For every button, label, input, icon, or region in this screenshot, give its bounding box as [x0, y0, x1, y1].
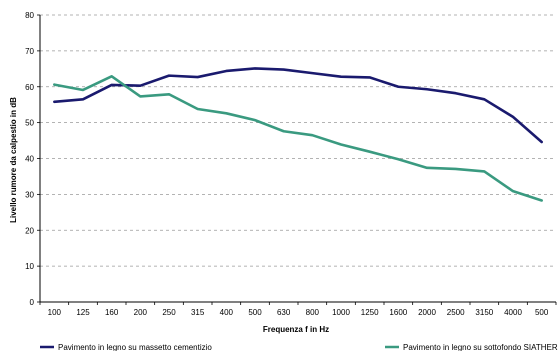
x-tick-label: 315 — [191, 308, 205, 317]
x-tick-label: 500 — [535, 308, 549, 317]
x-tick-label: 250 — [162, 308, 176, 317]
x-tick-label: 2500 — [447, 308, 465, 317]
legend: Pavimento in legno su massetto cementizi… — [40, 343, 558, 351]
x-tick-label: 125 — [76, 308, 90, 317]
x-axis-label: Frequenza f in Hz — [263, 325, 329, 334]
series-line-2 — [53, 75, 543, 202]
x-tick-label: 2000 — [418, 308, 436, 317]
x-tick-label: 100 — [48, 308, 62, 317]
y-tick-label: 0 — [30, 298, 35, 307]
x-tick-label: 630 — [277, 308, 291, 317]
y-tick-label: 50 — [25, 119, 34, 128]
x-tick-label: 160 — [105, 308, 119, 317]
x-tick-label: 1600 — [389, 308, 407, 317]
x-tick-label: 1000 — [332, 308, 350, 317]
x-tick-label: 500 — [248, 308, 262, 317]
legend-label-series-1: Pavimento in legno su massetto cementizi… — [58, 343, 212, 351]
series-lines — [53, 67, 543, 202]
y-tick-labels: 0 10 20 30 40 50 60 70 80 — [25, 11, 34, 307]
series-line-1 — [53, 67, 543, 144]
y-tick-label: 10 — [25, 262, 34, 271]
x-tick-label: 400 — [220, 308, 234, 317]
y-tick-label: 80 — [25, 11, 34, 20]
x-tick-label: 3150 — [475, 308, 493, 317]
x-tick-label: 4000 — [504, 308, 522, 317]
y-tick-label: 60 — [25, 83, 34, 92]
x-tick-label: 200 — [134, 308, 148, 317]
y-tick-label: 30 — [25, 190, 34, 199]
x-tick-label: 1250 — [361, 308, 379, 317]
y-axis-label: Livello rumore da calpestio in dB — [9, 97, 18, 223]
legend-item-series-1: Pavimento in legno su massetto cementizi… — [40, 343, 212, 351]
x-tick-label: 800 — [306, 308, 320, 317]
y-tick-label: 70 — [25, 47, 34, 56]
axes — [37, 14, 557, 305]
legend-label-series-2: Pavimento in legno su sottofondo SIATHER… — [403, 343, 558, 351]
y-tick-label: 20 — [25, 226, 34, 235]
x-tick-labels: 100 125 160 200 250 315 400 500 630 800 1000 1250 16… — [48, 308, 549, 317]
y-tick-label: 40 — [25, 155, 34, 164]
gridlines — [40, 14, 556, 267]
legend-item-series-2: Pavimento in legno su sottofondo SIATHER… — [385, 343, 558, 351]
